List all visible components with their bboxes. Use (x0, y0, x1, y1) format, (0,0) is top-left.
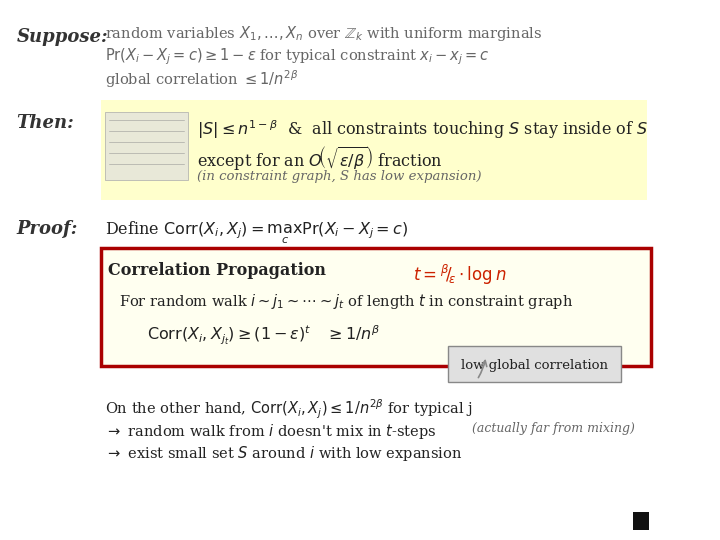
Text: global correlation $\leq 1/n^{2\beta}$: global correlation $\leq 1/n^{2\beta}$ (105, 68, 299, 90)
Text: except for an $O\!\left(\sqrt{\varepsilon/\beta}\right)$ fraction: except for an $O\!\left(\sqrt{\varepsilo… (197, 144, 443, 172)
Text: $\mathrm{Corr}(X_i, X_{j_t}) \geq (1-\varepsilon)^t \quad \geq 1/n^\beta$: $\mathrm{Corr}(X_i, X_{j_t}) \geq (1-\va… (147, 324, 380, 347)
Text: low global correlation: low global correlation (461, 360, 608, 373)
Text: (actually far from mixing): (actually far from mixing) (472, 422, 635, 435)
Text: $\Pr(X_i - X_j = c) \geq 1 - \varepsilon$ for typical constraint $x_i - x_j = c$: $\Pr(X_i - X_j = c) \geq 1 - \varepsilon… (105, 46, 490, 66)
Text: Define $\mathrm{Corr}(X_i, X_j) = \max_c \Pr(X_i - X_j = c)$: Define $\mathrm{Corr}(X_i, X_j) = \max_c… (105, 220, 408, 246)
FancyBboxPatch shape (101, 248, 651, 366)
Text: Proof:: Proof: (17, 220, 78, 238)
Text: $\rightarrow$ random walk from $i$ doesn't mix in $t$-steps: $\rightarrow$ random walk from $i$ doesn… (105, 422, 437, 441)
Text: Suppose:: Suppose: (17, 28, 108, 46)
Text: $\rightarrow$ exist small set $S$ around $i$ with low expansion: $\rightarrow$ exist small set $S$ around… (105, 444, 463, 463)
Text: Correlation Propagation: Correlation Propagation (108, 262, 326, 279)
Bar (633, 512, 649, 530)
Text: Then:: Then: (17, 114, 74, 132)
Text: On the other hand, $\mathrm{Corr}(X_i, X_j) \leq 1/n^{2\beta}$ for typical j: On the other hand, $\mathrm{Corr}(X_i, X… (105, 398, 473, 421)
Text: $|S| \leq n^{1-\beta}$  &  all constraints touching $S$ stay inside of $S$: $|S| \leq n^{1-\beta}$ & all constraints… (197, 118, 648, 141)
Text: For random walk $i \sim j_1 \sim \cdots \sim j_t$ of length $t$ in constraint gr: For random walk $i \sim j_1 \sim \cdots … (120, 292, 573, 311)
FancyBboxPatch shape (105, 112, 188, 180)
FancyBboxPatch shape (101, 100, 647, 200)
Text: $t = {}^{\beta}\!/\!_{\varepsilon} \cdot \log n$: $t = {}^{\beta}\!/\!_{\varepsilon} \cdot… (413, 262, 506, 287)
Text: (in constraint graph, S has low expansion): (in constraint graph, S has low expansio… (197, 170, 482, 183)
Text: random variables $X_1, \ldots, X_n$ over $\mathbb{Z}_k$ with uniform marginals: random variables $X_1, \ldots, X_n$ over… (105, 24, 543, 43)
FancyBboxPatch shape (448, 346, 621, 382)
